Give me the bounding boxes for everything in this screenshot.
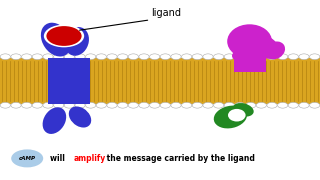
Bar xyxy=(0,58,320,104)
Circle shape xyxy=(53,54,64,60)
Circle shape xyxy=(75,102,85,108)
Circle shape xyxy=(224,102,235,108)
Ellipse shape xyxy=(65,27,89,56)
Circle shape xyxy=(288,54,299,60)
Circle shape xyxy=(44,25,84,47)
Circle shape xyxy=(256,54,267,60)
Circle shape xyxy=(160,102,171,108)
Circle shape xyxy=(277,102,288,108)
Ellipse shape xyxy=(251,35,280,59)
Text: will: will xyxy=(50,154,67,163)
Circle shape xyxy=(21,54,32,60)
Circle shape xyxy=(107,102,117,108)
Circle shape xyxy=(53,102,64,108)
Circle shape xyxy=(288,102,299,108)
Ellipse shape xyxy=(265,41,285,59)
Ellipse shape xyxy=(43,107,66,134)
Circle shape xyxy=(117,102,128,108)
Circle shape xyxy=(85,102,96,108)
Circle shape xyxy=(11,102,21,108)
Circle shape xyxy=(277,54,288,60)
Circle shape xyxy=(256,102,267,108)
Bar xyxy=(48,58,90,104)
Circle shape xyxy=(192,54,203,60)
Circle shape xyxy=(32,102,43,108)
Text: amplify: amplify xyxy=(74,154,106,163)
Text: the message carried by the ligand: the message carried by the ligand xyxy=(104,154,255,163)
Circle shape xyxy=(245,54,256,60)
Ellipse shape xyxy=(41,23,71,57)
Circle shape xyxy=(299,102,309,108)
Circle shape xyxy=(139,54,149,60)
Circle shape xyxy=(43,54,53,60)
Ellipse shape xyxy=(228,109,246,122)
Circle shape xyxy=(46,26,82,46)
Circle shape xyxy=(96,102,107,108)
Circle shape xyxy=(64,102,75,108)
Ellipse shape xyxy=(69,106,91,128)
Ellipse shape xyxy=(214,106,247,128)
Circle shape xyxy=(85,54,96,60)
Circle shape xyxy=(11,54,21,60)
Circle shape xyxy=(267,102,277,108)
Ellipse shape xyxy=(233,103,254,117)
Circle shape xyxy=(107,54,117,60)
Circle shape xyxy=(235,54,245,60)
Text: ligand: ligand xyxy=(151,8,181,18)
Circle shape xyxy=(181,54,192,60)
Circle shape xyxy=(213,54,224,60)
Ellipse shape xyxy=(227,24,272,58)
Circle shape xyxy=(139,102,149,108)
Circle shape xyxy=(203,54,213,60)
Circle shape xyxy=(235,102,245,108)
Circle shape xyxy=(181,102,192,108)
Circle shape xyxy=(171,54,181,60)
Circle shape xyxy=(267,54,277,60)
Circle shape xyxy=(75,54,85,60)
Bar xyxy=(234,56,266,72)
Circle shape xyxy=(43,102,53,108)
Circle shape xyxy=(299,54,309,60)
Ellipse shape xyxy=(232,49,261,63)
Circle shape xyxy=(149,54,160,60)
Text: cAMP: cAMP xyxy=(19,156,36,161)
Circle shape xyxy=(160,54,171,60)
Circle shape xyxy=(64,54,75,60)
Circle shape xyxy=(149,102,160,108)
Circle shape xyxy=(309,54,320,60)
Circle shape xyxy=(11,149,43,167)
Circle shape xyxy=(128,54,139,60)
Circle shape xyxy=(96,54,107,60)
Circle shape xyxy=(192,102,203,108)
Circle shape xyxy=(0,54,11,60)
Circle shape xyxy=(117,54,128,60)
Circle shape xyxy=(245,102,256,108)
Circle shape xyxy=(203,102,213,108)
Circle shape xyxy=(21,102,32,108)
Circle shape xyxy=(32,54,43,60)
Circle shape xyxy=(171,102,181,108)
Circle shape xyxy=(128,102,139,108)
Circle shape xyxy=(0,102,11,108)
Circle shape xyxy=(224,54,235,60)
Circle shape xyxy=(309,102,320,108)
Circle shape xyxy=(213,102,224,108)
